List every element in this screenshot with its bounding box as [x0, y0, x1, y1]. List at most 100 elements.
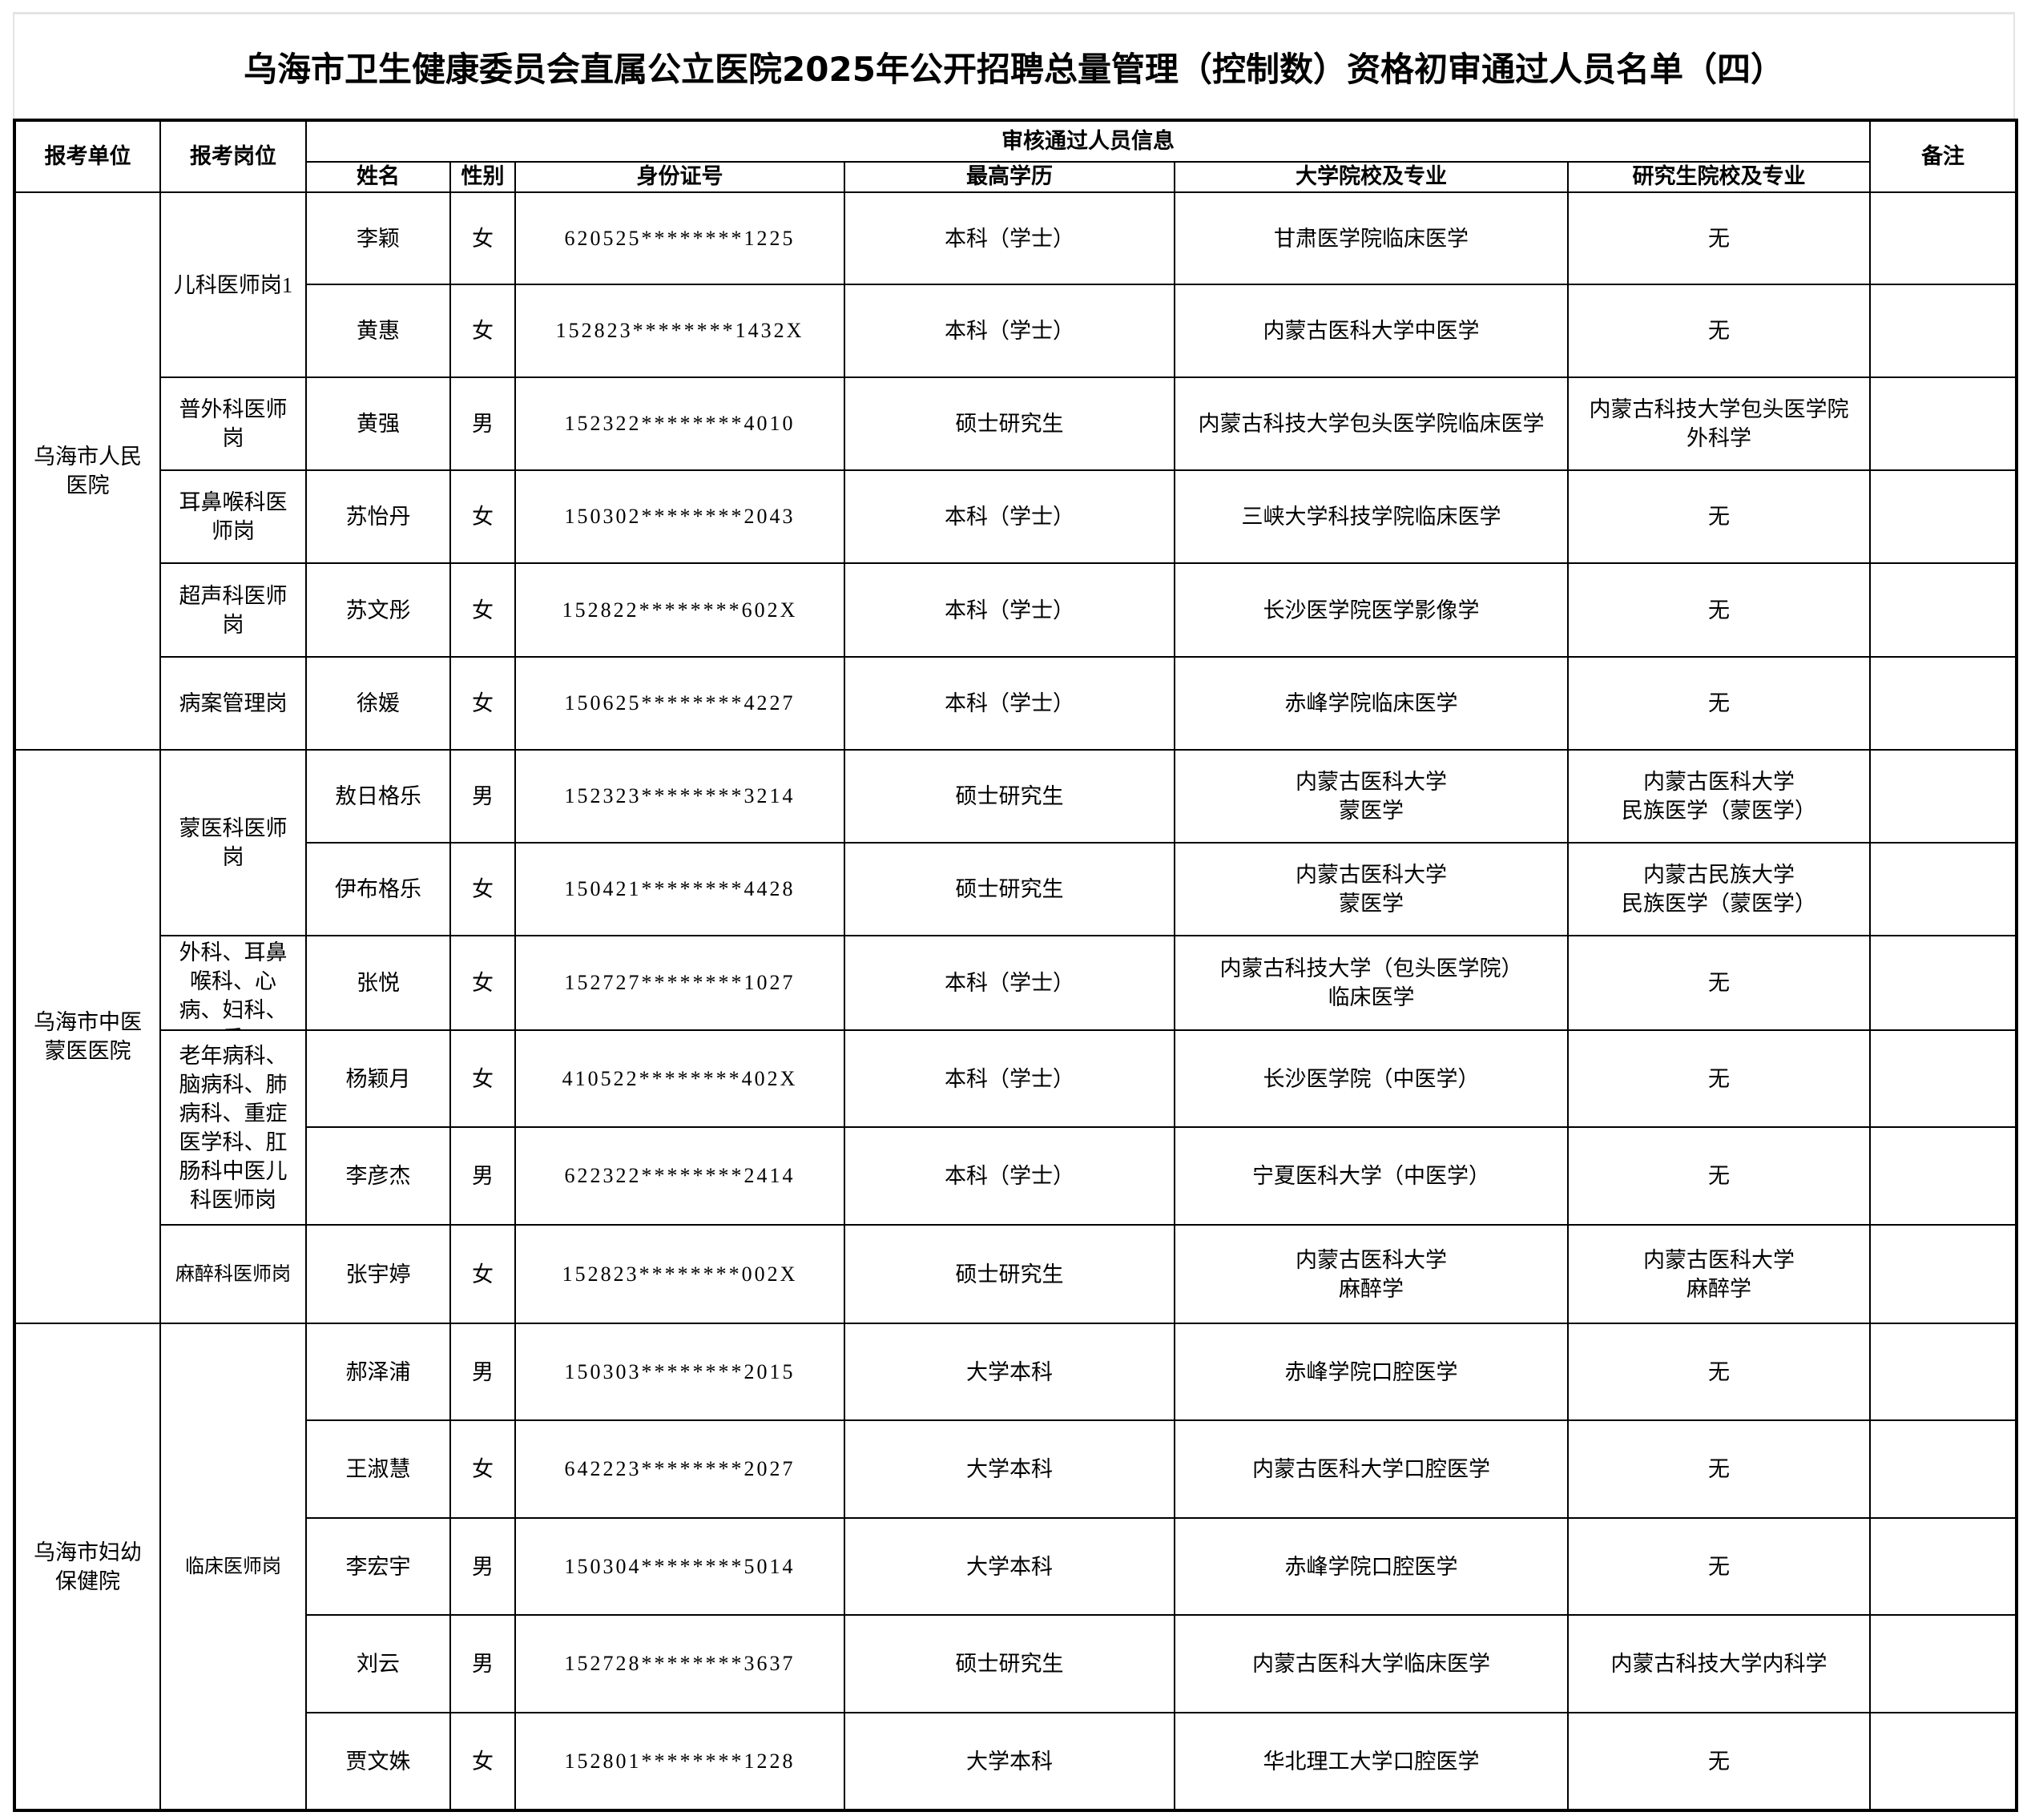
remark-cell: [1869, 1224, 2018, 1324]
table-row: 乌海市人民医院 儿科医师岗1 李颖女 620525********1225 本科（学士）…: [14, 191, 2018, 751]
header-name: 姓名: [305, 161, 451, 193]
table-row: 李彦杰男 622322********2414 本科（学士） 宁夏医科大学（中医学）无: [14, 1126, 2018, 1226]
education-cell: 大学本科: [844, 1323, 1175, 1421]
graduate-cell: 无: [1566, 469, 1872, 564]
remark-cell: [1869, 284, 2018, 378]
gender-cell: 女: [449, 284, 516, 378]
table-row: 黄惠女 152823********1432X 本科（学士） 内蒙古医科大学中医学无: [14, 284, 2018, 378]
gender-cell: 女: [449, 191, 516, 285]
header-post: 报考岗位: [159, 119, 307, 193]
header-university: 大学院校及专业: [1174, 161, 1569, 193]
education-cell: 大学本科: [844, 1517, 1175, 1616]
education-cell: 本科（学士）: [844, 562, 1175, 658]
post-cell: 麻醉科医师岗: [159, 1224, 307, 1324]
education-cell: 硕士研究生: [844, 1614, 1175, 1713]
gender-cell: 男: [449, 1323, 516, 1421]
table-row: 王淑慧女 642223********2027 大学本科 内蒙古医科大学口腔医学无: [14, 1419, 2018, 1519]
graduate-cell: 无: [1566, 1517, 1872, 1616]
header-id: 身份证号: [514, 161, 845, 193]
education-cell: 大学本科: [844, 1419, 1175, 1519]
id-number-cell: 152823********1432X: [514, 284, 845, 378]
education-cell: 本科（学士）: [844, 191, 1175, 285]
name-cell: 苏文彤: [305, 562, 451, 658]
id-number-cell: 410522********402X: [514, 1029, 845, 1128]
id-number-cell: 152727********1027: [514, 935, 845, 1031]
education-cell: 本科（学士）: [844, 284, 1175, 378]
education-cell: 硕士研究生: [844, 749, 1175, 844]
remark-cell: [1869, 1029, 2018, 1128]
page-title: 乌海市卫生健康委员会直属公立医院2025年公开招聘总量管理（控制数）资格初审通过…: [244, 49, 1784, 89]
university-cell: 赤峰学院口腔医学: [1174, 1323, 1569, 1421]
table-row: 刘云男 152728********3637 硕士研究生 内蒙古医科大学临床医学 内蒙古…: [14, 1614, 2018, 1713]
education-cell: 本科（学士）: [844, 935, 1175, 1031]
name-cell: 张悦: [305, 935, 451, 1031]
post-cell: 病案管理岗: [159, 656, 307, 751]
remark-cell: [1869, 842, 2018, 936]
post-cell: 普外科医师岗: [159, 376, 307, 471]
gender-cell: 女: [449, 935, 516, 1031]
table-row: 普外科医师岗 黄强男 152322********4010 硕士研究生 内蒙古科技大学包…: [14, 376, 2018, 471]
id-number-cell: 620525********1225: [514, 191, 845, 285]
university-cell: 内蒙古医科大学口腔医学: [1174, 1419, 1569, 1519]
id-number-cell: 150303********2015: [514, 1323, 845, 1421]
gender-cell: 女: [449, 1419, 516, 1519]
id-number-cell: 150304********5014: [514, 1517, 845, 1616]
id-number-cell: 152322********4010: [514, 376, 845, 471]
gender-cell: 女: [449, 656, 516, 751]
graduate-cell: 内蒙古科技大学包头医学院 外科学: [1566, 376, 1872, 471]
table-row: 外科、耳鼻喉科、心病、妇科、重张悦女152727********1027本科（学…: [14, 935, 2018, 1031]
post-cell: 外科、耳鼻喉科、心病、妇科、重: [159, 935, 307, 1031]
gender-cell: 女: [449, 1224, 516, 1324]
header-gender: 性别: [449, 161, 516, 193]
id-number-cell: 622322********2414: [514, 1126, 845, 1226]
unit-cell: 乌海市人民医院: [14, 191, 161, 751]
remark-cell: [1869, 656, 2018, 751]
unit-cell: 乌海市中医蒙医医院: [14, 749, 161, 1324]
graduate-cell: 无: [1566, 1323, 1872, 1421]
name-cell: 郝泽浦: [305, 1323, 451, 1421]
header-unit: 报考单位: [14, 119, 161, 193]
gender-cell: 女: [449, 842, 516, 936]
gender-cell: 女: [449, 562, 516, 658]
gender-cell: 男: [449, 1126, 516, 1226]
id-number-cell: 642223********2027: [514, 1419, 845, 1519]
id-number-cell: 152822********602X: [514, 562, 845, 658]
university-cell: 宁夏医科大学（中医学）: [1174, 1126, 1569, 1226]
graduate-cell: 无: [1566, 656, 1872, 751]
table-row: 贾文姝女 152801********1228 大学本科 华北理工大学口腔医学无: [14, 1712, 2018, 1811]
table-row: 老年病科、脑病科、肺病科、重症医学科、肛肠科中医儿科医师岗 杨颖月女 410522*…: [14, 1029, 2018, 1226]
gender-cell: 女: [449, 1029, 516, 1128]
gender-cell: 男: [449, 1614, 516, 1713]
name-cell: 王淑慧: [305, 1419, 451, 1519]
graduate-cell: 无: [1566, 1419, 1872, 1519]
id-number-cell: 152801********1228: [514, 1712, 845, 1811]
table-row: 耳鼻喉科医师岗 苏怡丹女 150302********2043 本科（学士） 三峡大学科…: [14, 469, 2018, 564]
graduate-cell: 无: [1566, 1029, 1872, 1128]
unit-cell: 乌海市妇幼保健院: [14, 1323, 161, 1811]
table-row: 麻醉科医师岗 张宇婷女 152823********002X 硕士研究生 内蒙古医科大学…: [14, 1224, 2018, 1324]
name-cell: 黄强: [305, 376, 451, 471]
remark-cell: [1869, 469, 2018, 564]
id-number-cell: 150625********4227: [514, 656, 845, 751]
name-cell: 杨颖月: [305, 1029, 451, 1128]
university-cell: 甘肃医学院临床医学: [1174, 191, 1569, 285]
university-cell: 内蒙古医科大学 蒙医学: [1174, 749, 1569, 844]
table-body: 乌海市人民医院 儿科医师岗1 李颖女 620525********1225 本科（学士）…: [14, 191, 2018, 1811]
education-cell: 硕士研究生: [844, 842, 1175, 936]
graduate-cell: 无: [1566, 191, 1872, 285]
table-row: 伊布格乐女 150421********4428 硕士研究生 内蒙古医科大学 蒙医学内…: [14, 842, 2018, 936]
university-cell: 赤峰学院临床医学: [1174, 656, 1569, 751]
post-cell: 耳鼻喉科医师岗: [159, 469, 307, 564]
gender-cell: 女: [449, 469, 516, 564]
id-number-cell: 150421********4428: [514, 842, 845, 936]
university-cell: 赤峰学院口腔医学: [1174, 1517, 1569, 1616]
university-cell: 华北理工大学口腔医学: [1174, 1712, 1569, 1811]
header-graduate: 研究生院校及专业: [1566, 161, 1872, 193]
university-cell: 长沙医学院医学影像学: [1174, 562, 1569, 658]
remark-cell: [1869, 1614, 2018, 1713]
id-number-cell: 152728********3637: [514, 1614, 845, 1713]
name-cell: 张宇婷: [305, 1224, 451, 1324]
gender-cell: 男: [449, 376, 516, 471]
post-label: 外科、耳鼻喉科、心病、妇科、重: [179, 940, 288, 1029]
gender-cell: 男: [449, 749, 516, 844]
